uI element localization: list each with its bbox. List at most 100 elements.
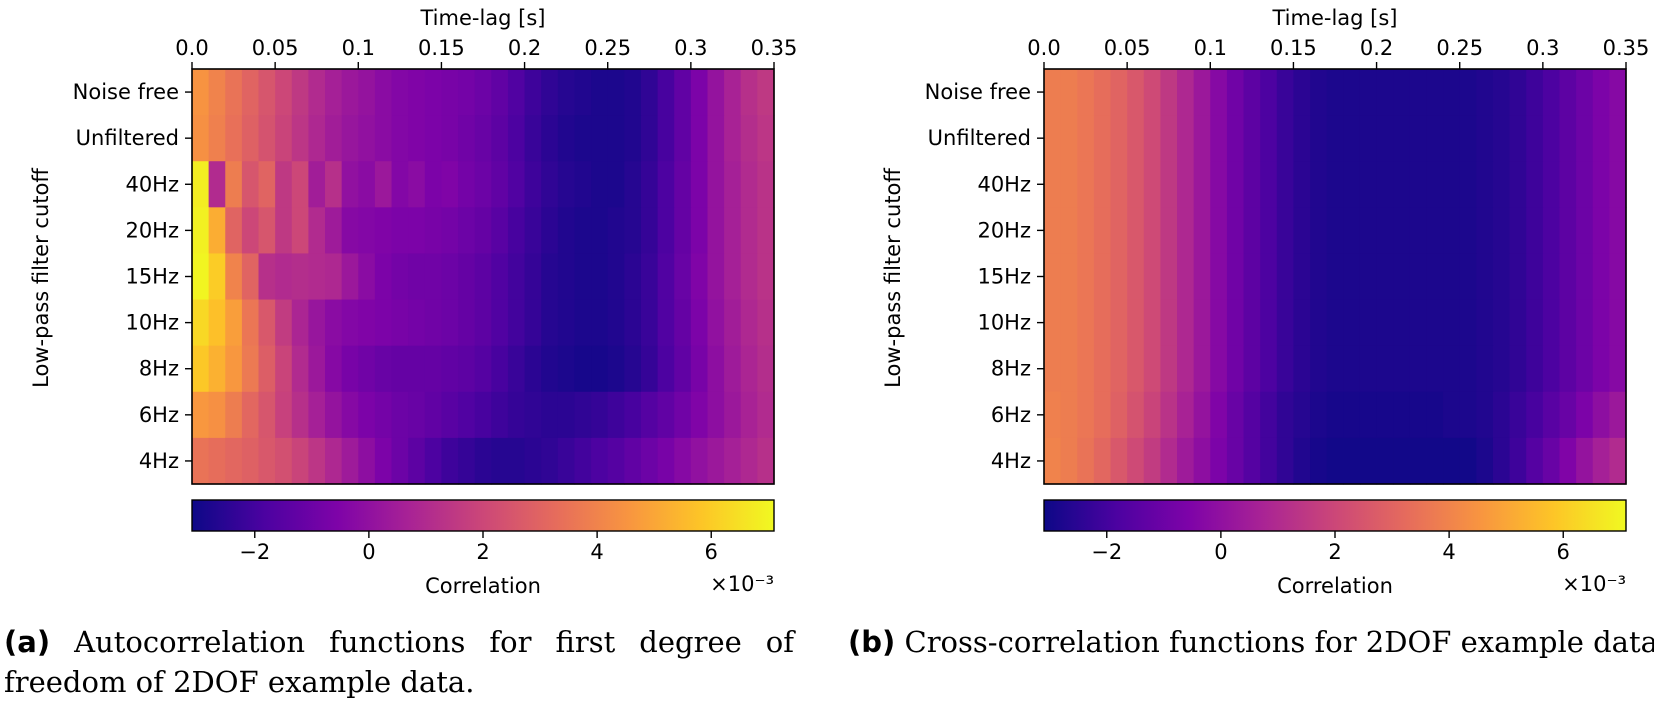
heatmap-b-cell [1127,345,1145,393]
heatmap-b-cell [1492,437,1511,485]
heatmap-a-cell [624,207,642,255]
panel-b: 0.0 0.05 0.1 0.15 0.2 0.25 0.3 0.35 Noise free U… [881,6,1649,598]
heatmap-a-cell [308,345,326,393]
heatmap-a-cell [275,345,293,393]
heatmap-a-cell [458,345,476,393]
y-tick-label: 40Hz [977,172,1031,196]
heatmap-b-cell [1609,161,1627,208]
heatmap-a-cell [557,207,576,255]
heatmap-a-cell [624,69,642,116]
heatmap-b-cell [1044,345,1062,393]
heatmap-b-cell [1077,207,1095,255]
heatmap-b-cell [1443,161,1461,208]
heatmap-b-cell [1459,299,1477,347]
heatmap-a-cell [241,437,260,485]
heatmap-a-cell [258,115,276,162]
heatmap-b-cell [1060,299,1078,347]
heatmap-a-cell [507,253,526,301]
heatmap-a-cell [225,207,243,255]
heatmap-a-cell [724,391,742,439]
colorbar-a-label: Correlation [425,574,541,598]
heatmap-b-cell [1376,115,1394,162]
colorbar-a: −2 0 2 4 6 Correlation ×10⁻³ [191,499,775,598]
heatmap-a-cell [192,345,210,393]
heatmap-a-cell [458,253,476,301]
heatmap-a-cell [674,391,692,439]
heatmap-a-cell [557,345,576,393]
heatmap-a-cell [358,345,376,393]
heatmap-b-cell [1210,207,1228,255]
heatmap-a-cell [541,299,559,347]
heatmap-b-cell [1492,345,1511,393]
heatmap-a-cell [607,437,625,485]
heatmap-b-cell [1293,161,1311,208]
heatmap-a-cell [541,437,559,485]
heatmap-a-cell [225,391,243,439]
heatmap-a-cell [607,299,625,347]
heatmap-a-cell [341,115,359,162]
heatmap-a-cell [374,253,393,301]
heatmap-b-cell [1127,437,1145,485]
heatmap-a-cell [574,345,592,393]
heatmap-a-cell [657,69,675,116]
heatmap-b-cell [1177,391,1195,439]
heatmap-a-cell [275,69,293,116]
heatmap-a-cell [690,391,709,439]
heatmap-a-cell [624,391,642,439]
y-tick-label: 6Hz [139,403,179,427]
heatmap-b-cell [1143,115,1161,162]
heatmap-a-cell [574,115,592,162]
heatmap-b-cell [1326,299,1344,347]
heatmap-b-cell [1143,299,1161,347]
heatmap-b-cell [1426,115,1444,162]
heatmap-b-cell [1210,115,1228,162]
heatmap-b-cell [1393,437,1411,485]
heatmap-a-cell [541,69,559,116]
caption-a-label: (a) [4,625,51,659]
heatmap-a-cell [424,207,443,255]
x-tick-label: 0.25 [1436,36,1483,60]
heatmap-b-cell [1609,207,1627,255]
heatmap-a-yticks: Noise free Unfiltered 40Hz 20Hz 15Hz 10Hz 8Hz 6… [73,80,192,473]
heatmap-b-cell [1193,391,1211,439]
heatmap-b-cell [1110,345,1128,393]
heatmap-b-cell [1509,253,1527,301]
heatmap-a-cell [591,391,609,439]
heatmap-a-cell [524,115,542,162]
heatmap-b-cell [1526,391,1544,439]
heatmap-a-cell [591,299,609,347]
heatmap-b-cell [1559,299,1577,347]
heatmap-b-cell [1592,161,1610,208]
heatmap-b-cell [1409,391,1428,439]
heatmap-a-cell [740,207,758,255]
heatmap-a-cell [192,253,210,301]
x-tick-label: 0.3 [674,36,707,60]
heatmap-b-cell [1476,437,1494,485]
heatmap-b-cell [1160,345,1178,393]
heatmap-b-cell [1276,69,1295,116]
heatmap-b-cell [1110,207,1128,255]
heatmap-b-cell [1260,345,1278,393]
heatmap-b-cell [1526,115,1544,162]
heatmap-b-cell [1093,253,1112,301]
heatmap-a-cell [275,161,293,208]
heatmap-b-cell [1459,437,1477,485]
heatmap-a-xlabel: Time-lag [s] [419,6,545,30]
heatmap-a-cell [574,299,592,347]
heatmap-a-cell [557,391,576,439]
heatmap-a-cell [424,391,443,439]
heatmap-a-cell [724,345,742,393]
heatmap-b-cell [1293,207,1311,255]
heatmap-b-cell [1210,253,1228,301]
heatmap-b-cell [1343,299,1361,347]
heatmap-a-cell [707,69,725,116]
heatmap-a-cell [341,345,359,393]
heatmap-a-cell [341,299,359,347]
heatmap-b-cell [1559,69,1577,116]
heatmap-a-cell [424,161,443,208]
heatmap-b-cell [1077,299,1095,347]
heatmap-b-cell [1376,161,1394,208]
y-tick-label: 10Hz [977,311,1031,335]
heatmap-a-cell [308,437,326,485]
heatmap-b-cell [1443,345,1461,393]
